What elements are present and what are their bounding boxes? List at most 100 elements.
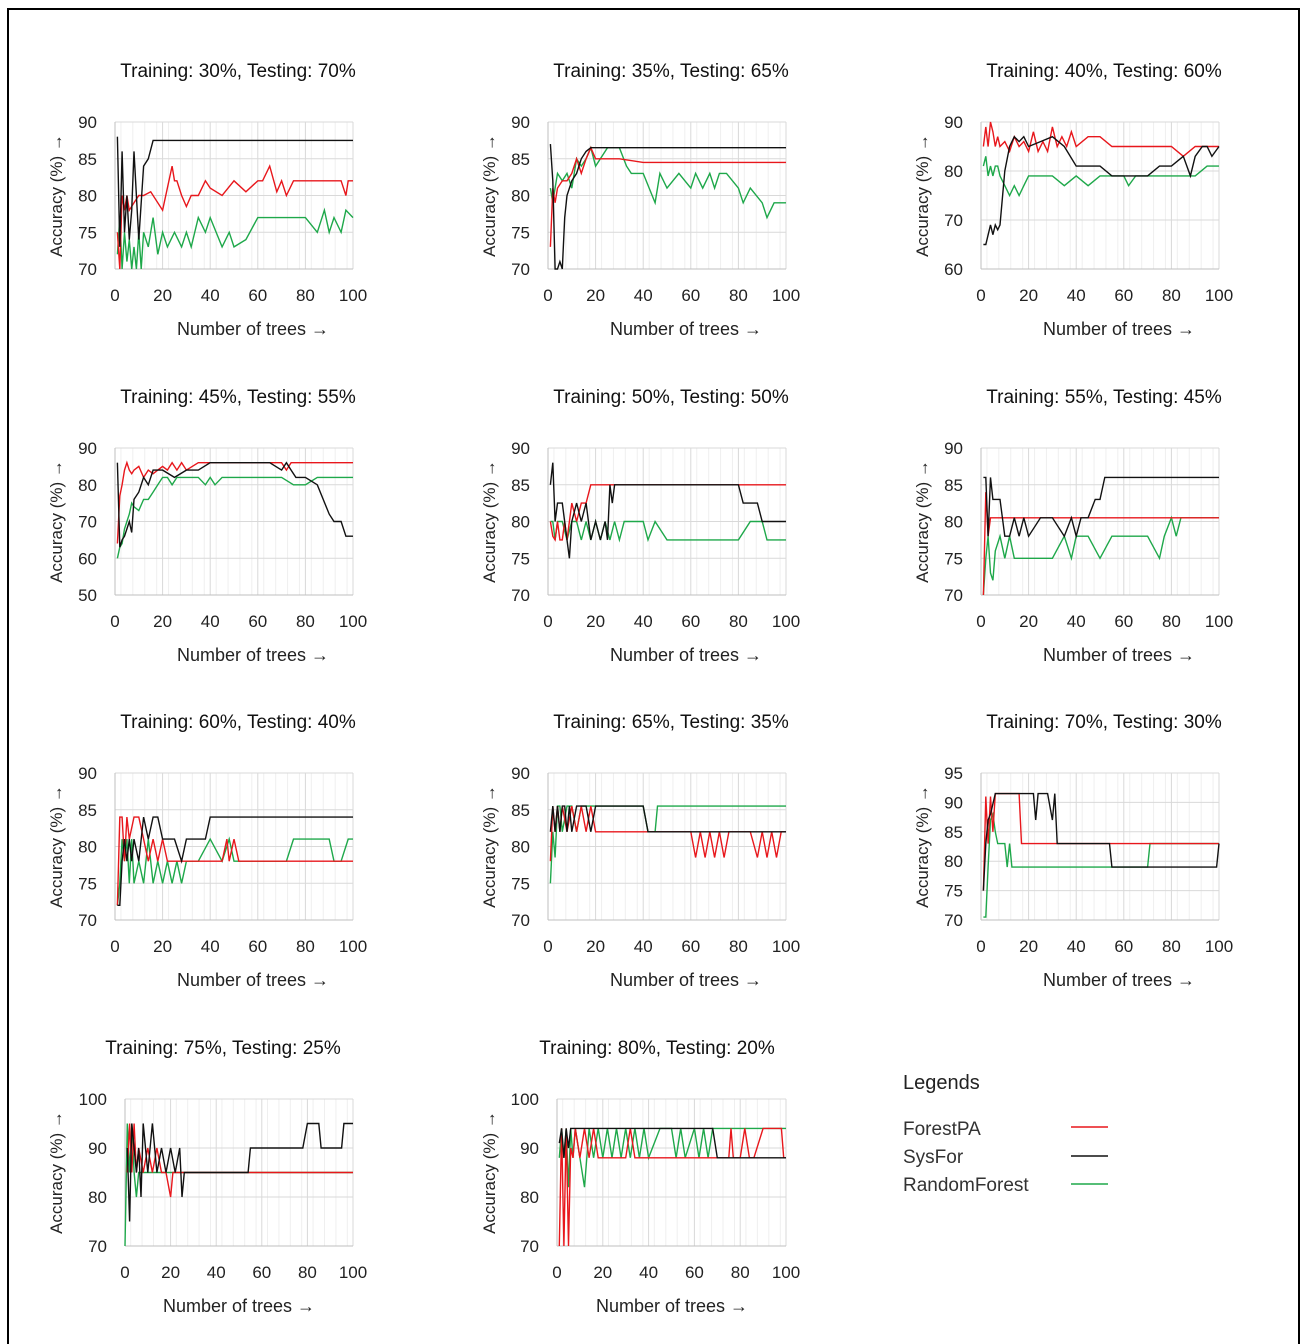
chart-panel-8: Training: 65%, Testing: 35% 0 20 40 60 80 100 7… [480,712,800,990]
chart-panel-7: Training: 60%, Testing: 40% 0 20 40 60 80 100 7… [47,712,367,990]
y-tick-label-8-70: 70 [511,911,530,930]
series-line-sysfor-10 [126,1122,353,1222]
y-tick-label-7-70: 70 [78,911,97,930]
y-axis-label-2: Accuracy (%) → [480,134,499,257]
x-tick-label-4-100: 100 [339,612,367,631]
series-line-forestpa-1 [116,164,353,270]
chart-title-8: Training: 65%, Testing: 35% [553,712,789,733]
series-line-sysfor-5 [549,462,786,559]
x-tick-label-11-80: 80 [731,1263,750,1282]
y-tick-label-1-90: 90 [78,113,97,132]
y-tick-label-7-85: 85 [78,801,97,820]
y-tick-label-4-70: 70 [78,513,97,532]
x-axis-label-3: Number of trees → [1043,319,1195,339]
y-tick-label-6-75: 75 [944,549,963,568]
x-axis-label-1: Number of trees → [177,319,329,339]
legend-item-forestpa: ForestPA [903,1119,1108,1140]
chart-title-6: Training: 55%, Testing: 45% [986,387,1222,408]
series-line-sysfor-7 [117,816,353,906]
series-line-forestpa-9 [982,792,1219,891]
y-tick-label-4-50: 50 [78,586,97,605]
chart-title-2: Training: 35%, Testing: 65% [553,61,789,82]
x-tick-label-8-20: 20 [586,937,605,956]
series-line-forestpa-5 [549,484,786,542]
x-tick-label-3-20: 20 [1019,286,1038,305]
x-tick-label-5-100: 100 [772,612,800,631]
x-tick-label-9-40: 40 [1067,937,1086,956]
x-tick-label-3-100: 100 [1205,286,1233,305]
x-tick-label-9-80: 80 [1162,937,1181,956]
y-tick-label-6-70: 70 [944,586,963,605]
chart-panel-9: Training: 70%, Testing: 30% 0 20 40 60 80 100 7… [913,712,1233,990]
y-tick-label-1-75: 75 [78,223,97,242]
y-axis-label-3: Accuracy (%) → [913,134,932,257]
y-tick-label-11-70: 70 [520,1237,539,1256]
x-tick-label-9-60: 60 [1114,937,1133,956]
chart-panel-6: Training: 55%, Testing: 45% 0 20 40 60 80 100 7… [913,387,1233,665]
series-line-sysfor-6 [983,476,1219,539]
x-tick-label-1-100: 100 [339,286,367,305]
x-tick-label-8-80: 80 [729,937,748,956]
y-tick-label-8-80: 80 [511,838,530,857]
chart-panel-4: Training: 45%, Testing: 55% 0 20 40 60 80 100 5… [47,387,367,665]
series-line-randomforest-1 [116,207,354,270]
x-axis-label-2: Number of trees → [610,319,762,339]
series-line-forestpa-7 [116,816,353,906]
y-tick-label-5-85: 85 [511,476,530,495]
legend-title: Legends [903,1072,980,1094]
series-line-forestpa-8 [549,805,786,862]
x-axis-label-6: Number of trees → [1043,645,1195,665]
x-tick-label-5-80: 80 [729,612,748,631]
y-tick-label-2-70: 70 [511,260,530,279]
y-axis-label-8: Accuracy (%) → [480,785,499,908]
x-tick-label-5-20: 20 [586,612,605,631]
chart-panel-5: Training: 50%, Testing: 50% 0 20 40 60 80 100 7… [480,387,800,665]
x-tick-label-6-0: 0 [976,612,985,631]
y-axis-label-6: Accuracy (%) → [913,460,932,583]
x-tick-label-8-40: 40 [634,937,653,956]
chart-title-4: Training: 45%, Testing: 55% [120,387,356,408]
legend-item-randomforest: RandomForest [903,1175,1108,1196]
chart-panel-1: Training: 30%, Testing: 70% 0 20 40 60 80 100 7… [47,61,367,339]
chart-panel-10: Training: 75%, Testing: 25% 0 20 40 60 80 100 7… [47,1038,367,1316]
series-line-sysfor-1 [116,136,353,247]
y-axis-label-5: Accuracy (%) → [480,460,499,583]
x-tick-label-3-60: 60 [1114,286,1133,305]
y-tick-label-5-75: 75 [511,549,530,568]
y-axis-label-7: Accuracy (%) → [47,785,66,908]
y-tick-label-9-75: 75 [944,882,963,901]
y-tick-label-2-75: 75 [511,223,530,242]
x-tick-label-3-80: 80 [1162,286,1181,305]
series-line-randomforest-2 [549,145,786,220]
x-tick-label-4-40: 40 [201,612,220,631]
x-tick-label-6-40: 40 [1067,612,1086,631]
y-tick-label-6-85: 85 [944,476,963,495]
x-tick-label-2-40: 40 [634,286,653,305]
y-tick-label-9-70: 70 [944,911,963,930]
y-tick-label-1-70: 70 [78,260,97,279]
x-tick-label-9-100: 100 [1205,937,1233,956]
chart-panel-2: Training: 35%, Testing: 65% 0 20 40 60 80 100 7… [480,61,800,339]
figure-border [7,8,1300,1344]
y-tick-label-10-100: 100 [79,1090,107,1109]
y-tick-label-10-80: 80 [88,1188,107,1207]
x-tick-label-2-20: 20 [586,286,605,305]
series-line-randomforest-6 [982,515,1219,596]
y-tick-label-10-70: 70 [88,1237,107,1256]
y-tick-label-5-70: 70 [511,586,530,605]
y-tick-label-11-80: 80 [520,1188,539,1207]
x-tick-label-4-80: 80 [296,612,315,631]
x-tick-label-10-40: 40 [207,1263,226,1282]
x-axis-label-4: Number of trees → [177,645,329,665]
y-tick-label-4-60: 60 [78,549,97,568]
x-axis-label-8: Number of trees → [610,970,762,990]
x-tick-label-10-0: 0 [120,1263,129,1282]
series-line-sysfor-3 [983,135,1220,246]
legend: Legends ForestPA SysFor RandomForest [903,1072,1108,1196]
x-axis-label-10: Number of trees → [163,1296,315,1316]
y-axis-label-4: Accuracy (%) → [47,460,66,583]
x-tick-label-1-20: 20 [153,286,172,305]
x-tick-label-5-0: 0 [543,612,552,631]
series-line-forestpa-3 [982,121,1219,158]
y-tick-label-3-70: 70 [944,211,963,230]
